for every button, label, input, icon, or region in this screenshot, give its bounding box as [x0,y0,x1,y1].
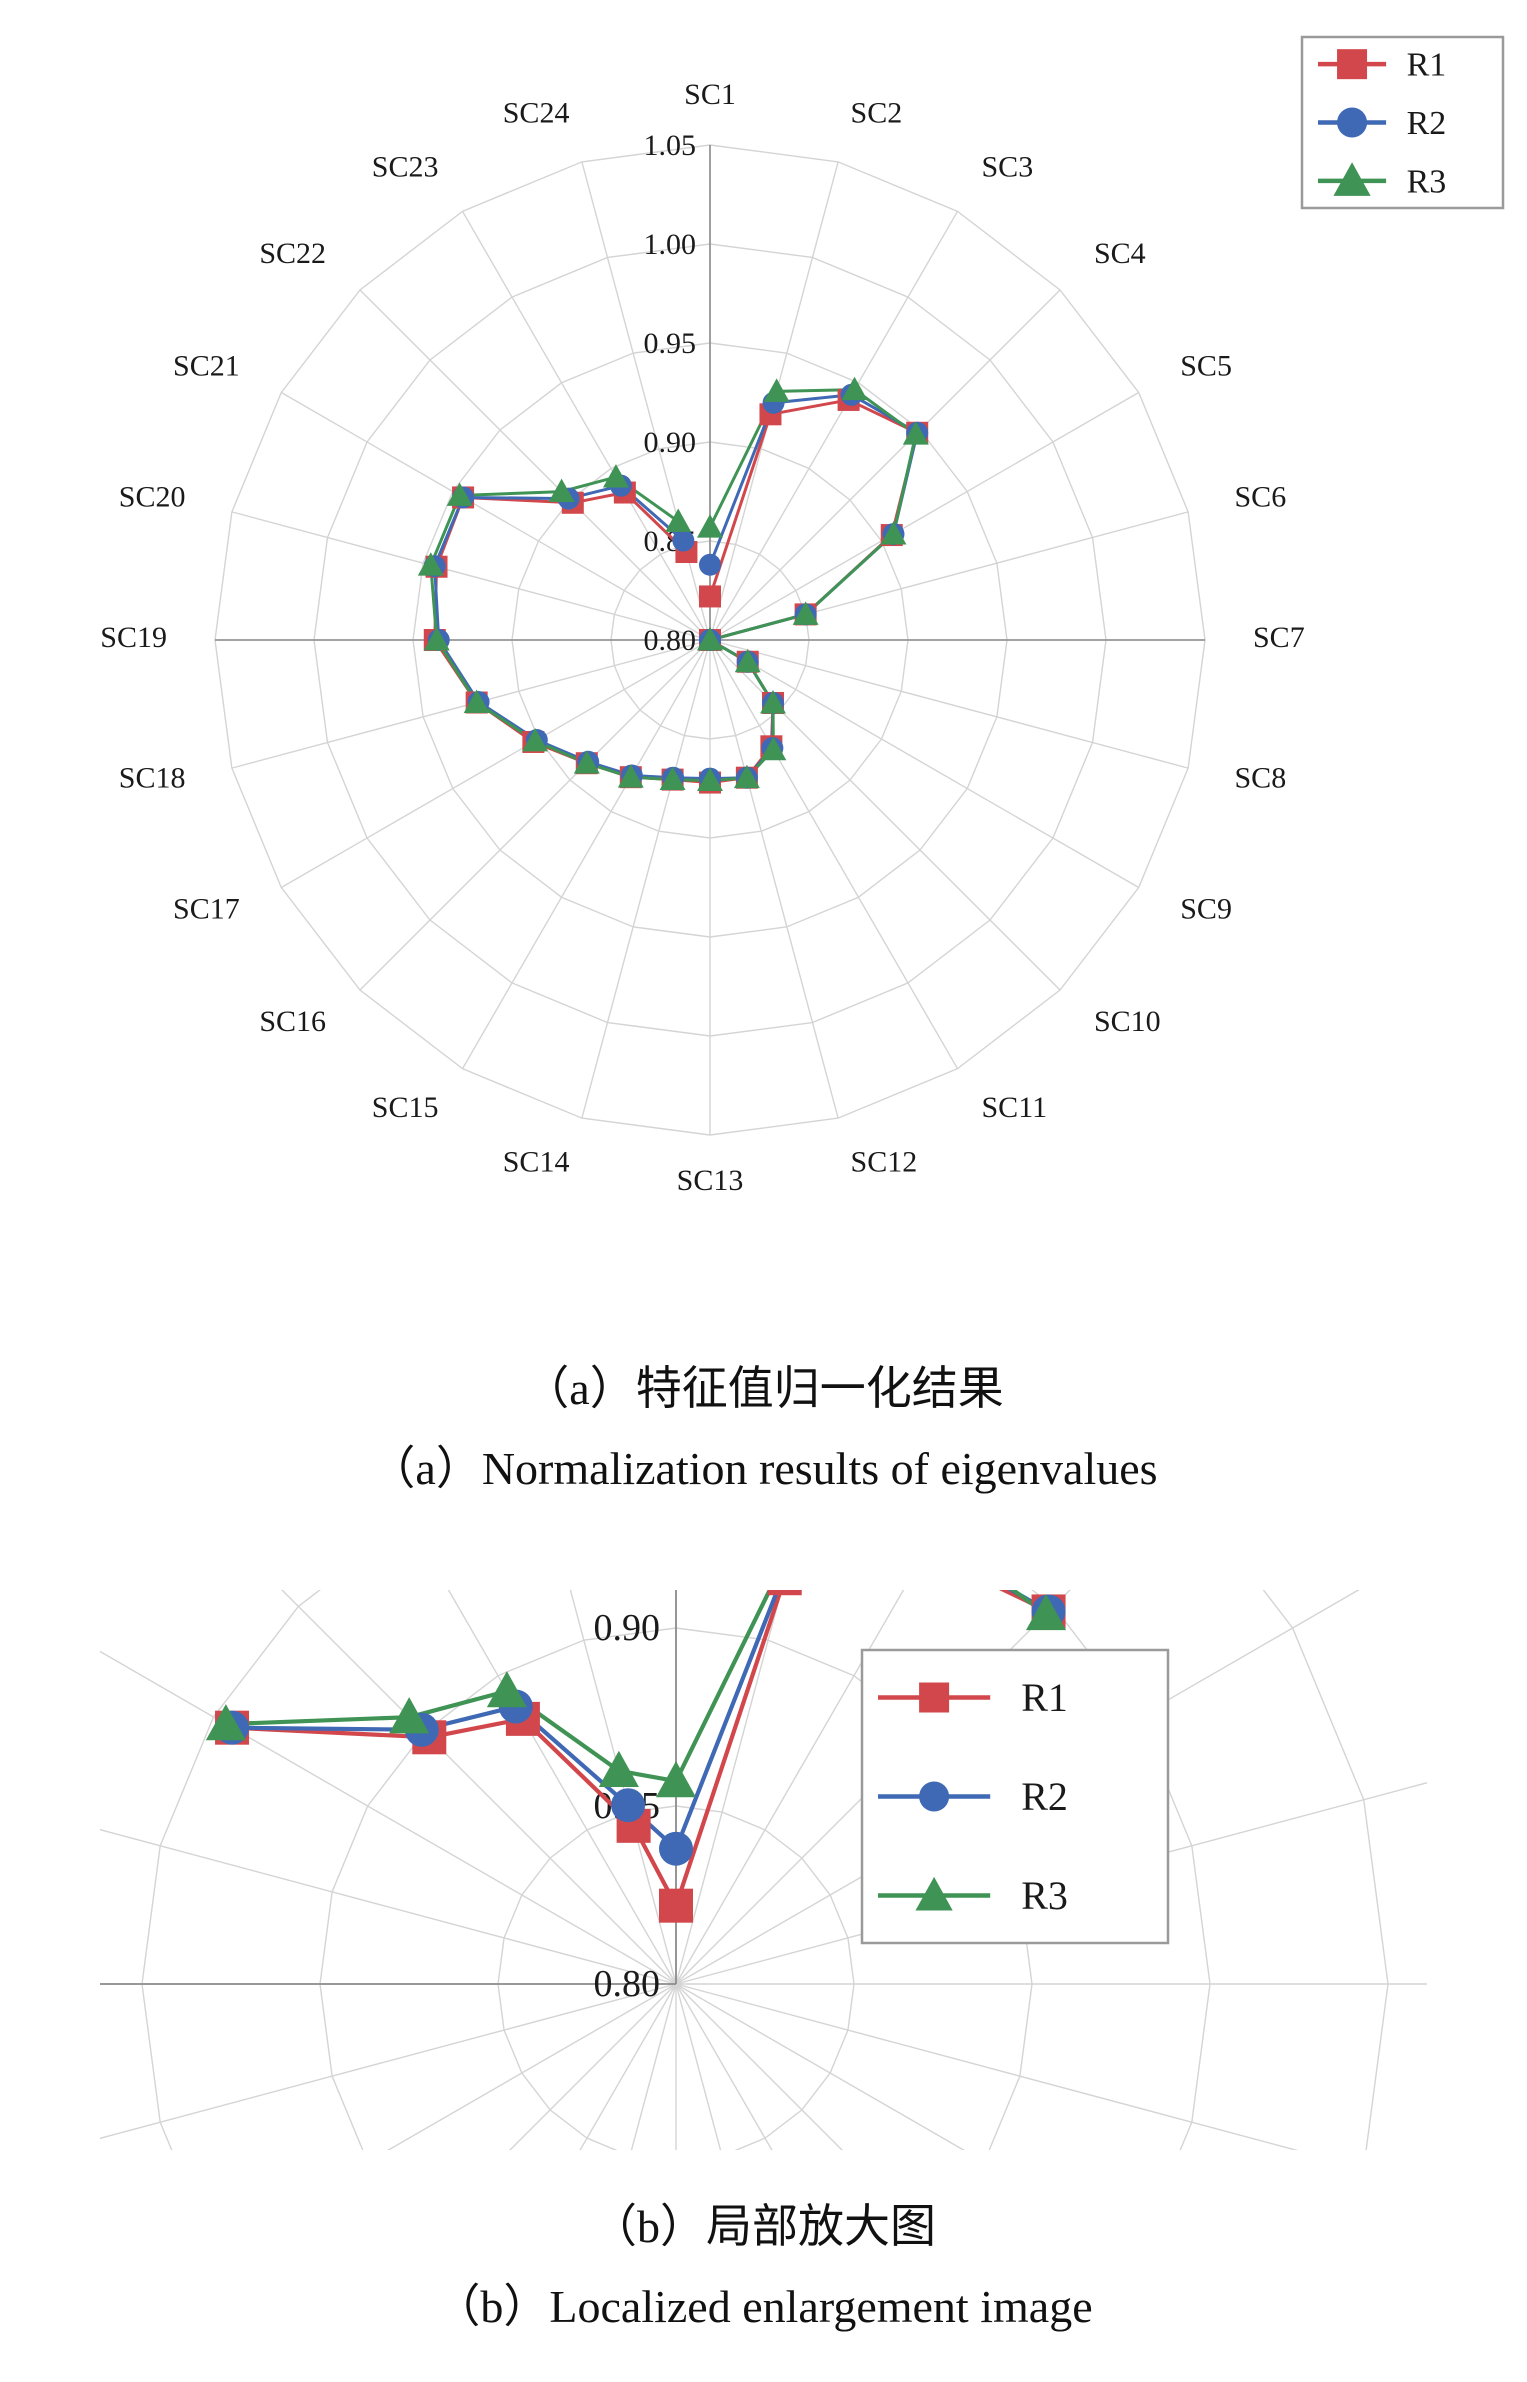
svg-text:SC2: SC2 [851,96,903,129]
svg-text:SC24: SC24 [503,96,570,129]
svg-text:1.00: 1.00 [644,228,697,261]
svg-text:SC18: SC18 [119,761,186,794]
svg-text:0.95: 0.95 [644,327,697,360]
svg-text:SC23: SC23 [372,151,439,184]
svg-text:SC8: SC8 [1235,761,1287,794]
svg-text:SC14: SC14 [503,1145,570,1178]
svg-text:SC13: SC13 [677,1164,744,1197]
svg-text:SC19: SC19 [100,621,167,654]
svg-text:SC9: SC9 [1180,892,1232,925]
svg-text:SC6: SC6 [1235,480,1287,513]
svg-text:SC4: SC4 [1094,237,1146,270]
svg-text:SC21: SC21 [173,349,240,382]
svg-text:SC17: SC17 [173,892,240,925]
svg-text:SC1: SC1 [684,78,736,111]
svg-text:SC15: SC15 [372,1091,439,1124]
svg-text:1.05: 1.05 [644,129,697,162]
svg-text:SC3: SC3 [982,151,1034,184]
svg-text:SC11: SC11 [982,1091,1048,1124]
svg-text:SC12: SC12 [851,1145,918,1178]
svg-text:SC10: SC10 [1094,1005,1161,1038]
svg-text:0.80: 0.80 [594,1963,661,2005]
svg-text:SC20: SC20 [119,480,186,513]
svg-text:SC22: SC22 [259,237,326,270]
svg-text:SC16: SC16 [259,1005,326,1038]
svg-text:0.90: 0.90 [644,426,697,459]
svg-text:0.80: 0.80 [644,624,697,657]
svg-text:SC5: SC5 [1180,349,1232,382]
svg-text:SC7: SC7 [1253,621,1305,654]
svg-text:0.90: 0.90 [594,1607,661,1649]
